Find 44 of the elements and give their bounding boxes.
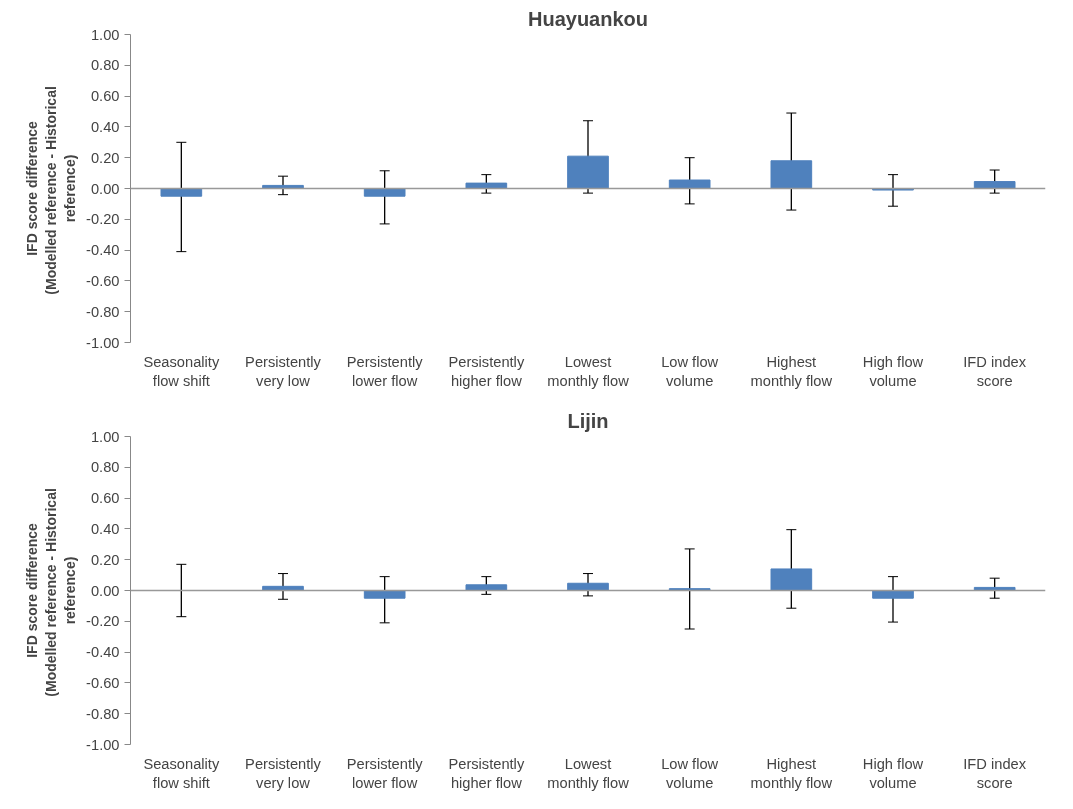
y-tick-label: -0.60: [86, 674, 120, 691]
x-tick-label: Low flow volume: [661, 755, 719, 791]
x-tick-label: Lowest monthly flow: [547, 353, 630, 389]
x-tick-label: Persistently very low: [245, 353, 322, 389]
y-tick-label: -0.80: [86, 303, 120, 320]
y-tick-label: 0.20: [90, 551, 120, 568]
x-tick-label: Persistently lower flow: [346, 353, 424, 389]
y-tick-label: -0.20: [86, 211, 120, 228]
y-tick-label: -0.80: [86, 705, 120, 722]
y-tick-label: -1.00: [86, 736, 120, 753]
y-tick-label: 0.00: [90, 180, 120, 197]
y-tick-label: 0.60: [90, 490, 120, 507]
y-tick-label: -1.00: [86, 334, 120, 351]
y-tick-label: 0.80: [90, 459, 120, 476]
x-tick-label: Lowest monthly flow: [547, 755, 630, 791]
x-tick-label: Persistently higher flow: [448, 353, 525, 389]
x-tick-label: IFD index score: [963, 755, 1027, 791]
y-tick-label: 1.00: [90, 428, 120, 445]
y-tick-label: -0.40: [86, 644, 120, 661]
x-tick-label: Low flow volume: [661, 353, 719, 389]
x-tick-label: Highest monthly flow: [750, 353, 833, 389]
y-tick-label: 0.80: [90, 57, 120, 74]
x-tick-label: High flow volume: [862, 353, 924, 389]
y-axis-title: IFD score difference (Modelled reference - Historical reference): [23, 86, 79, 295]
chart-title: Lijin: [567, 409, 609, 432]
x-tick-label: Persistently lower flow: [346, 755, 424, 791]
x-tick-label: Persistently higher flow: [448, 755, 525, 791]
y-tick-label: -0.60: [86, 272, 120, 289]
y-tick-label: 0.20: [90, 149, 120, 166]
y-tick-label: 0.40: [90, 118, 120, 135]
x-tick-label: Persistently very low: [245, 755, 322, 791]
y-tick-label: 1.00: [90, 26, 120, 43]
x-tick-label: Seasonality flow shift: [143, 353, 220, 389]
y-tick-label: -0.40: [86, 242, 120, 259]
y-tick-label: -0.20: [86, 613, 120, 630]
y-axis-title: IFD score difference (Modelled reference - Historical reference): [23, 488, 79, 697]
x-tick-label: Seasonality flow shift: [143, 755, 220, 791]
x-tick-label: IFD index score: [963, 353, 1027, 389]
y-tick-label: 0.00: [90, 582, 120, 599]
y-tick-label: 0.40: [90, 520, 120, 537]
y-tick-label: 0.60: [90, 88, 120, 105]
x-tick-label: High flow volume: [862, 755, 924, 791]
x-tick-label: Highest monthly flow: [750, 755, 833, 791]
chart-title: Huayuankou: [527, 7, 649, 30]
